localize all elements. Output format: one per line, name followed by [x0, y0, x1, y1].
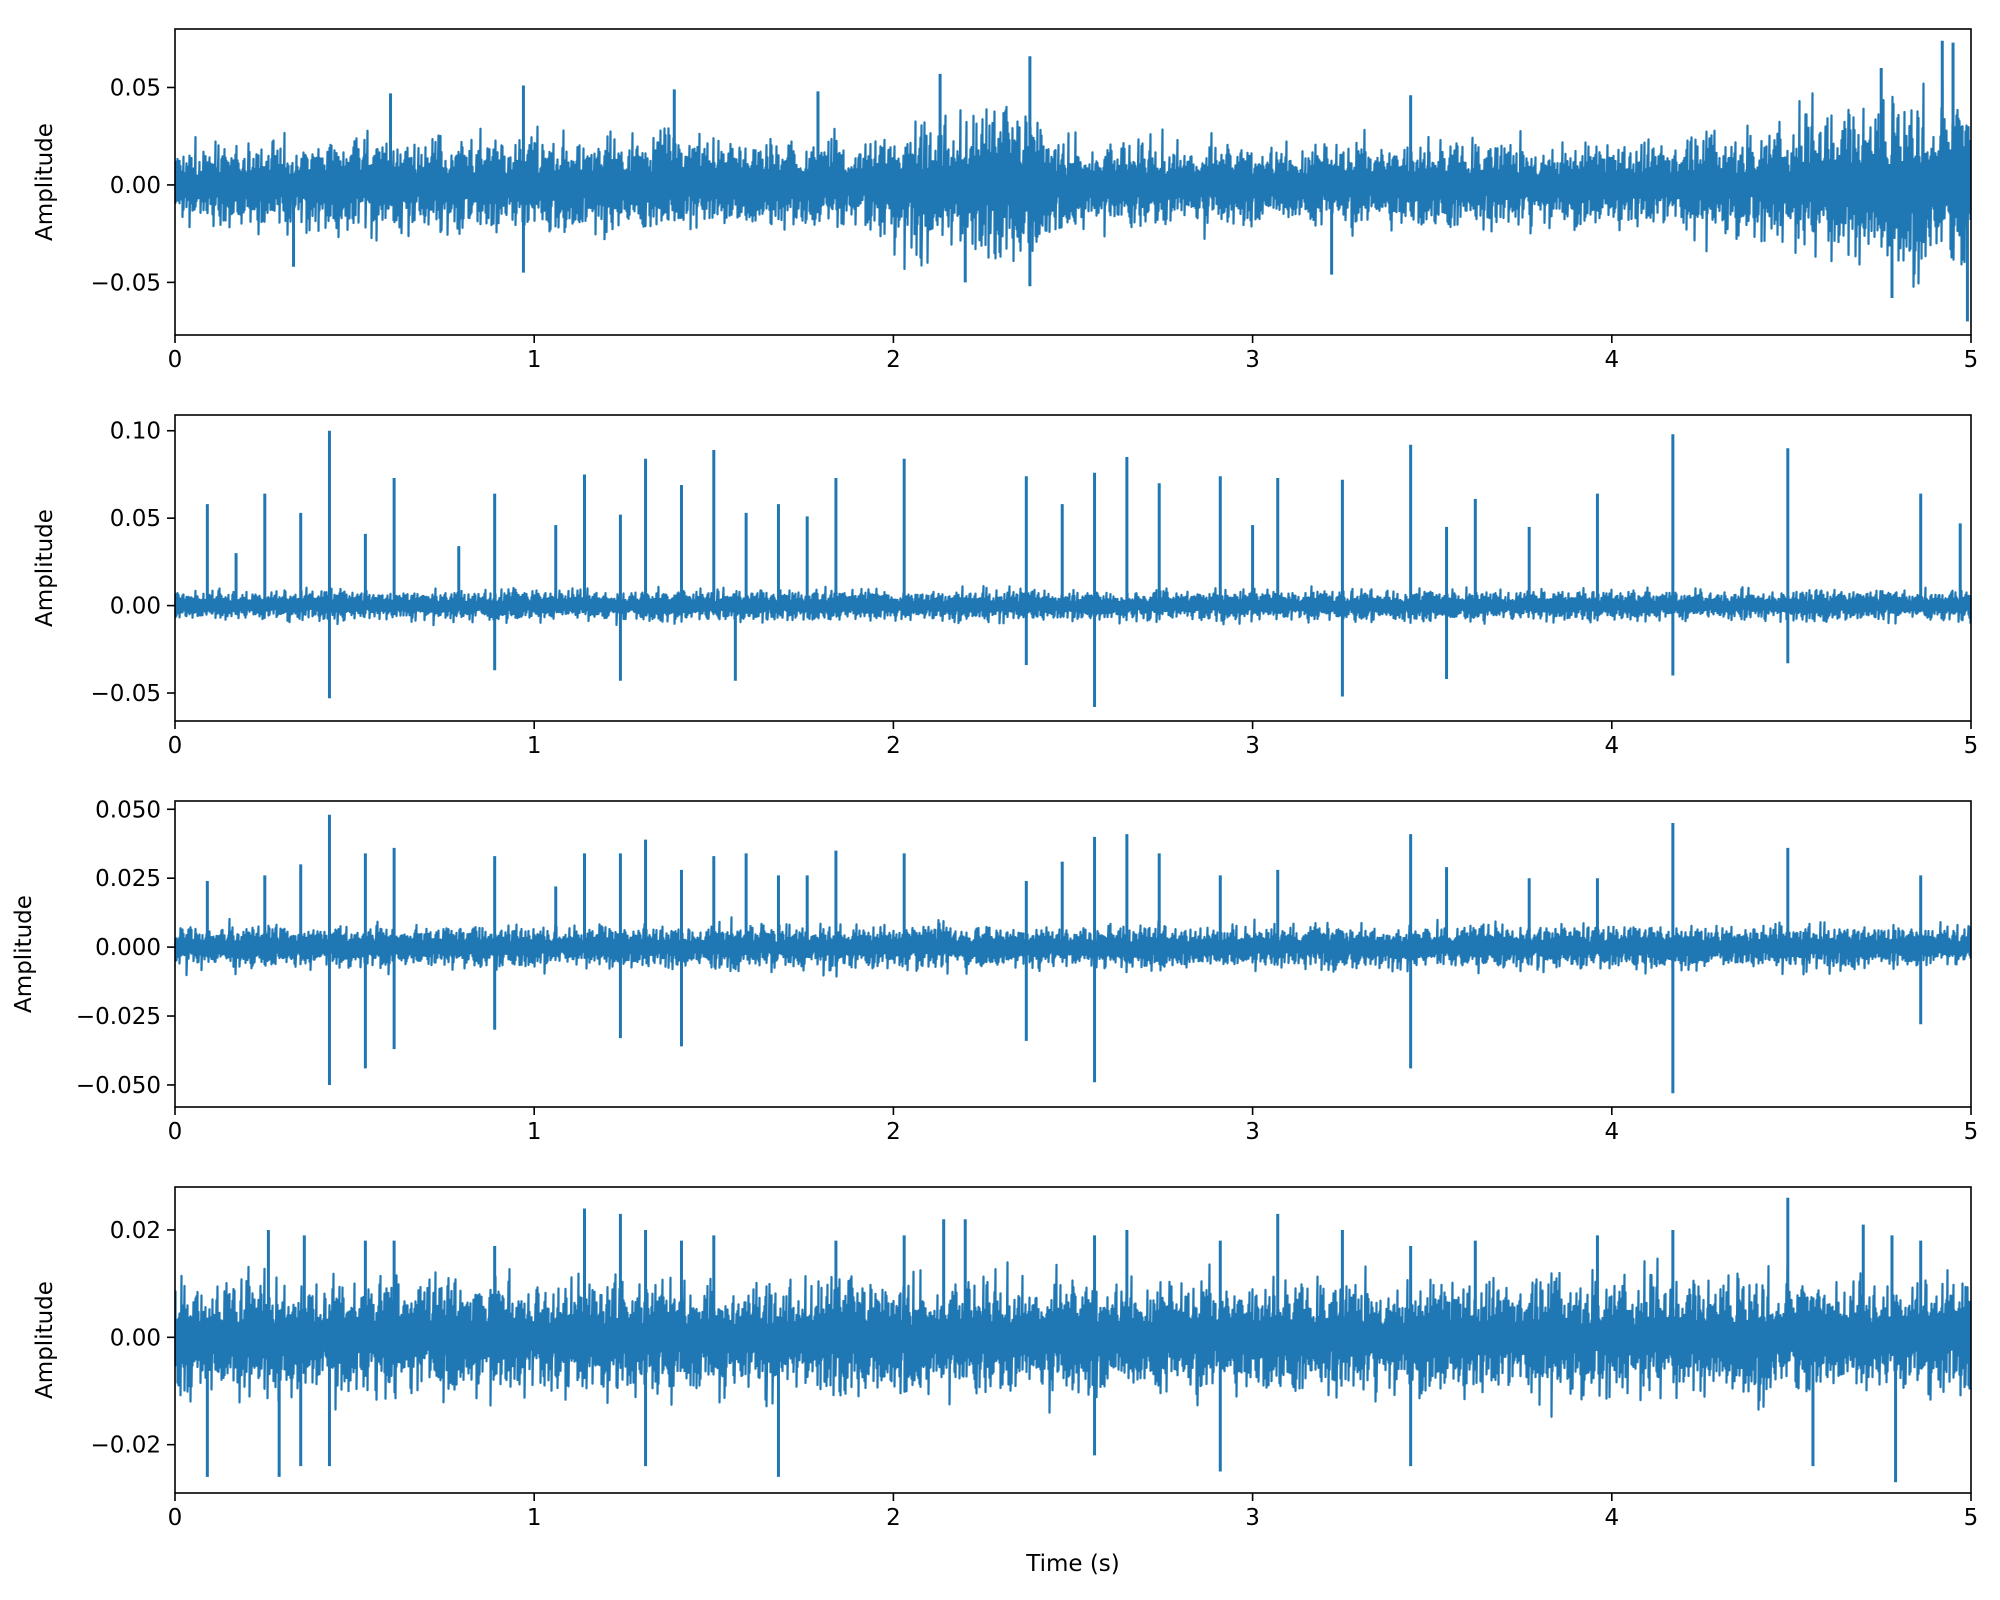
axes-frame	[174, 28, 1972, 336]
subplot-1: Amplitude 0 1 2 3 4 5 −0.05 0.00 0.05	[32, 28, 1979, 373]
x-tick-label: 0	[168, 1505, 183, 1531]
y-tick-label: −0.025	[76, 1004, 161, 1030]
y-tick-label: 0.025	[95, 866, 161, 892]
x-tick-label: 1	[527, 347, 542, 373]
tick-layer: 0 1 2 3 4 5 −0.05 0.00 0.05 0.10	[91, 419, 1979, 759]
x-tick-label: 0	[168, 1119, 183, 1145]
y-tick-label: 0.00	[110, 594, 161, 620]
x-tick-label: 1	[527, 1119, 542, 1145]
y-tick-label: 0.02	[110, 1218, 161, 1244]
axes-frame	[174, 414, 1972, 722]
x-tick-label: 0	[168, 347, 183, 373]
y-tick-label: 0.05	[110, 75, 161, 101]
x-tick-label: 2	[886, 1119, 901, 1145]
y-tick-label: 0.000	[95, 935, 161, 961]
x-tick-label: 4	[1604, 1505, 1619, 1531]
series-layer	[174, 430, 1972, 708]
x-tick-label: 4	[1604, 733, 1619, 759]
x-tick-label: 4	[1604, 1119, 1619, 1145]
x-tick-label: 4	[1604, 347, 1619, 373]
ylabel: Amplitude	[32, 509, 58, 627]
subplot-4: Amplitude 0 1 2 3 4 5 −0.02 0.00 0.02 Time (s)	[32, 1186, 1979, 1577]
tick-layer: 0 1 2 3 4 5 −0.05 0.00 0.05	[91, 75, 1979, 373]
tick-layer: 0 1 2 3 4 5 −0.02 0.00 0.02	[91, 1218, 1979, 1531]
x-tick-label: 2	[886, 1505, 901, 1531]
x-tick-label: 0	[168, 733, 183, 759]
y-tick-label: 0.050	[95, 797, 161, 823]
y-tick-label: −0.05	[91, 270, 161, 296]
y-tick-label: −0.050	[76, 1073, 161, 1099]
tick-layer: 0 1 2 3 4 5 −0.050 −0.025 0.000 0.025 0.050	[76, 797, 1978, 1145]
ylabel: Amplitude	[32, 1281, 58, 1399]
x-tick-label: 2	[886, 347, 901, 373]
ylabel: Amplitude	[11, 895, 37, 1013]
waveform-series	[174, 80, 1972, 288]
x-tick-label: 1	[527, 733, 542, 759]
subplot-2: Amplitude 0 1 2 3 4 5 −0.05 0.00 0.05 0.10	[32, 414, 1979, 759]
axes-frame	[174, 1186, 1972, 1494]
x-tick-label: 1	[527, 1505, 542, 1531]
series-layer	[174, 1197, 1972, 1483]
series-layer	[174, 40, 1972, 322]
x-tick-label: 5	[1964, 1505, 1979, 1531]
x-tick-label: 3	[1245, 1119, 1260, 1145]
x-tick-label: 2	[886, 733, 901, 759]
x-tick-label: 3	[1245, 347, 1260, 373]
ylabel: Amplitude	[32, 123, 58, 241]
waveform-series	[174, 1257, 1972, 1418]
x-tick-label: 3	[1245, 733, 1260, 759]
x-tick-label: 5	[1964, 1119, 1979, 1145]
y-tick-label: −0.05	[91, 681, 161, 707]
y-tick-label: 0.10	[110, 419, 161, 445]
series-layer	[174, 814, 1972, 1094]
x-tick-label: 3	[1245, 1505, 1260, 1531]
y-tick-label: 0.00	[110, 1325, 161, 1351]
x-tick-label: 5	[1964, 347, 1979, 373]
subplot-3: Amplitude 0 1 2 3 4 5 −0.050 −0.025 0.000 0.025 0.…	[11, 797, 1978, 1145]
y-tick-label: −0.02	[91, 1433, 161, 1459]
y-tick-label: 0.05	[110, 506, 161, 532]
axes-frame	[174, 800, 1972, 1108]
x-tick-label: 5	[1964, 733, 1979, 759]
xlabel: Time (s)	[1025, 1551, 1120, 1577]
y-tick-label: 0.00	[110, 173, 161, 199]
